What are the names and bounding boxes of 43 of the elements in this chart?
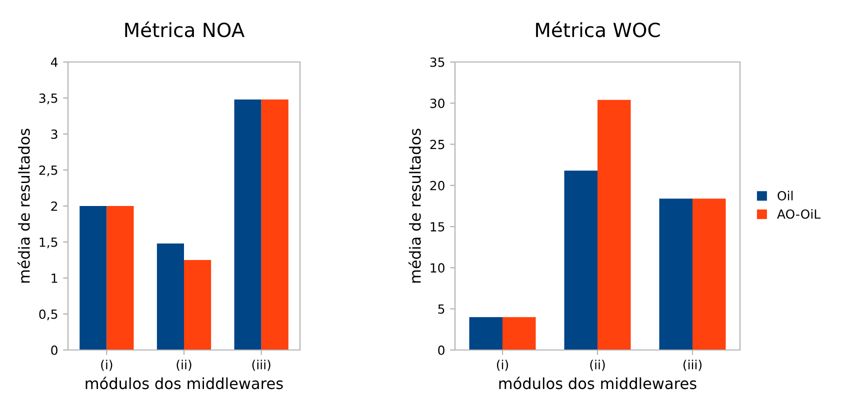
y-tick-label: 5 (438, 304, 444, 314)
bar (469, 317, 502, 350)
bar (80, 206, 107, 350)
y-tick-label: 4 (50, 58, 58, 67)
y-tick-label: 35 (430, 57, 444, 67)
x-tick-label: (ii) (590, 360, 605, 371)
x-axis-title: módulos dos middlewares (499, 376, 696, 390)
y-tick-label: 2 (51, 201, 58, 211)
y-tick-label: 0 (51, 345, 58, 355)
x-tick-label: (i) (496, 360, 508, 371)
bar (502, 317, 536, 350)
y-tick-label: 25 (430, 140, 444, 150)
y-tick-label: 15 (430, 222, 444, 232)
bar (598, 100, 631, 350)
bar (156, 243, 184, 350)
bar (234, 99, 262, 350)
chart-title: Métrica WOC (536, 21, 660, 38)
chart-title: Métrica NOA (125, 21, 245, 38)
y-axis-title: média de resultados (408, 128, 421, 283)
legend-label: Oil (778, 190, 793, 200)
x-tick-label: (i) (101, 360, 112, 371)
y-tick-label: 2,5 (39, 165, 58, 176)
y-tick-label: 3 (51, 129, 58, 139)
x-tick-label: (iii) (252, 360, 270, 371)
bar (692, 198, 726, 350)
y-tick-label: 10 (430, 263, 444, 273)
bar (106, 206, 134, 350)
y-tick-label: 30 (430, 98, 444, 108)
y-tick-label: 0 (438, 345, 444, 355)
bar (261, 99, 288, 350)
y-tick-label: 0,5 (39, 309, 58, 320)
y-tick-label: 3,5 (39, 93, 58, 104)
legend-label: AO-OiL (777, 209, 821, 219)
y-tick-label: 1 (52, 274, 58, 283)
bar (184, 260, 212, 350)
bar (564, 170, 598, 350)
x-tick-label: (ii) (176, 360, 192, 371)
y-tick-label: 1,5 (40, 238, 58, 248)
y-tick-label: 20 (430, 180, 444, 190)
bar (659, 198, 692, 350)
x-axis-title: módulos dos middlewares (86, 376, 283, 390)
x-tick-label: (iii) (683, 360, 702, 371)
y-axis-title: média de resultados (17, 128, 30, 283)
